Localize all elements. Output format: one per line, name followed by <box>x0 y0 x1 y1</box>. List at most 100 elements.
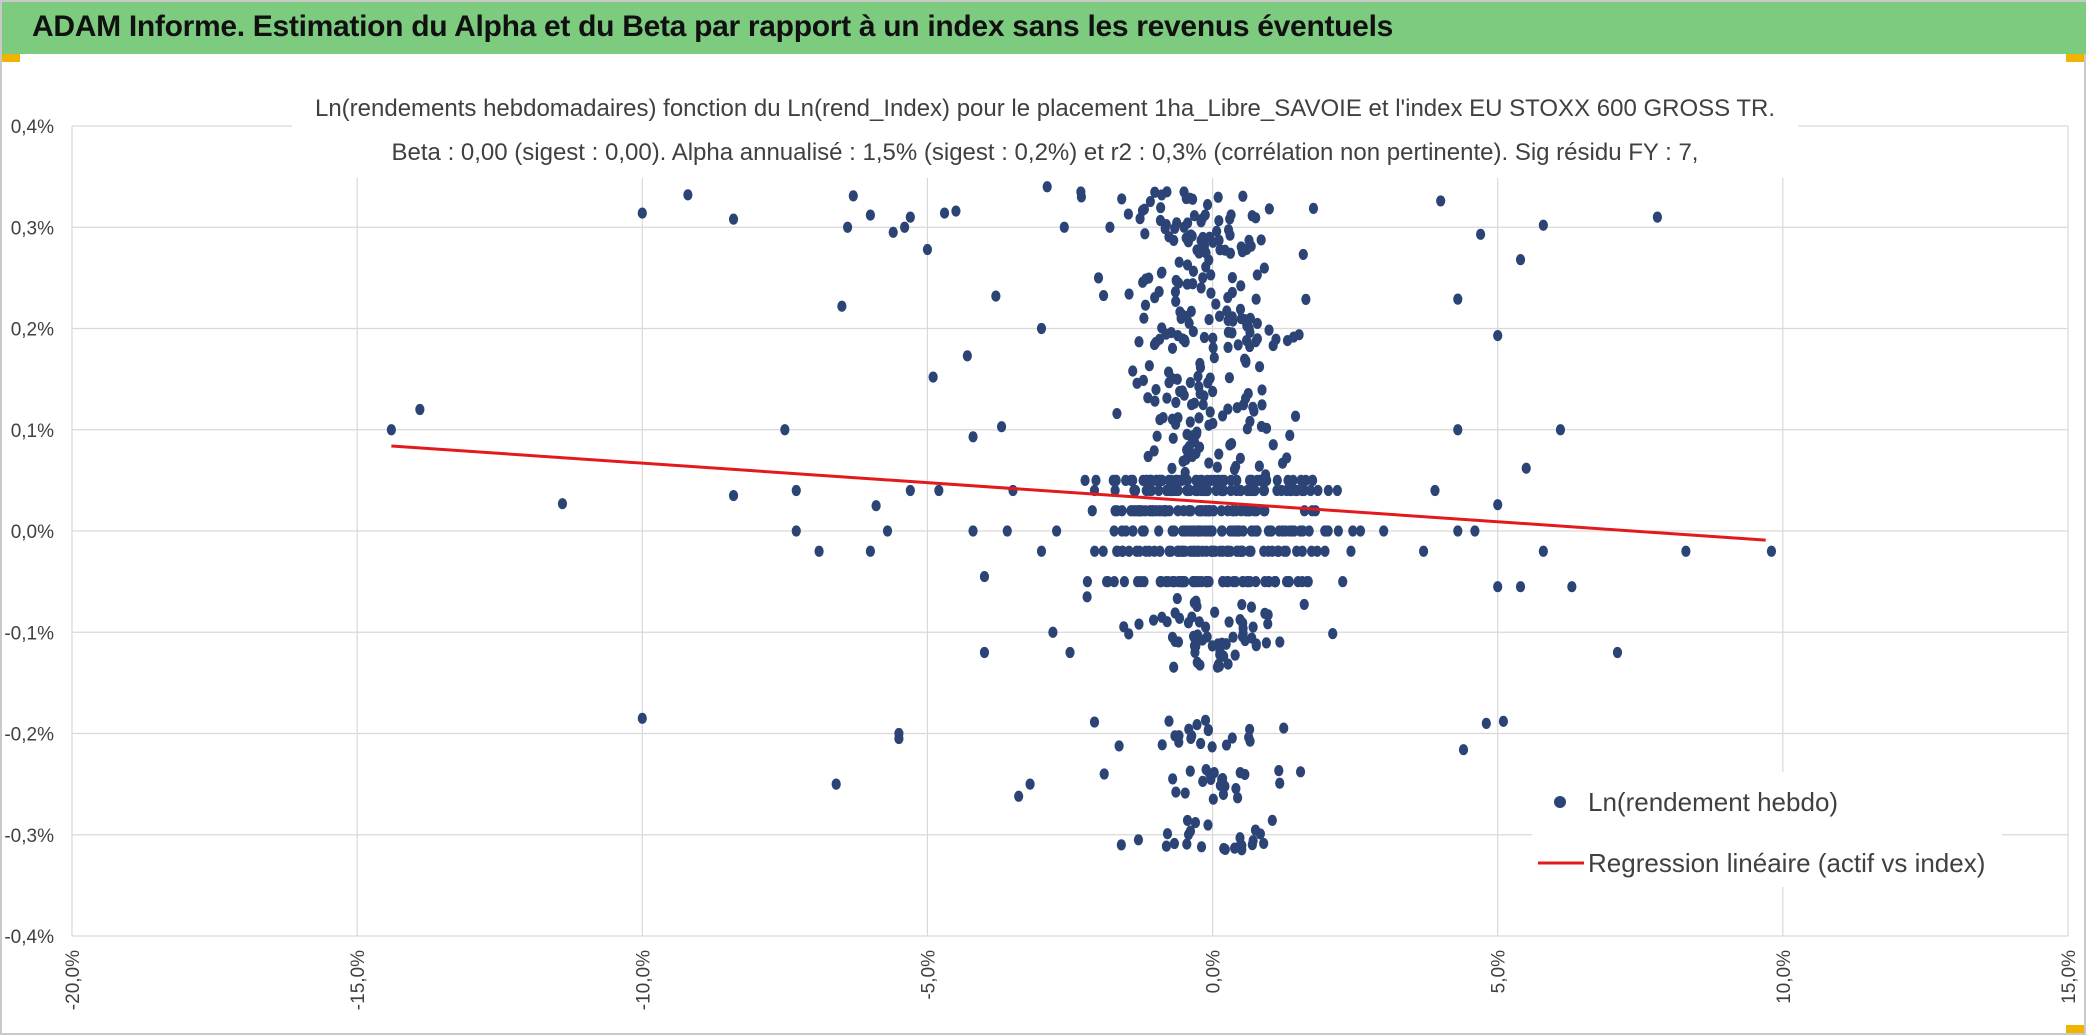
data-point <box>1184 317 1194 329</box>
data-point <box>1187 230 1197 242</box>
data-point <box>1148 505 1158 517</box>
data-point <box>1227 732 1237 744</box>
data-point <box>1191 595 1201 607</box>
data-point <box>1681 545 1691 557</box>
data-point <box>979 646 990 659</box>
data-point <box>1194 381 1204 393</box>
data-point <box>1205 505 1215 517</box>
data-point <box>1090 545 1100 557</box>
data-point <box>1124 288 1134 300</box>
data-point <box>1275 636 1285 648</box>
data-point <box>1238 617 1248 629</box>
data-point <box>1132 377 1142 389</box>
data-point <box>1196 484 1206 497</box>
data-point <box>1138 474 1148 486</box>
data-point <box>1169 661 1179 673</box>
data-point <box>1093 272 1104 284</box>
data-point <box>1119 621 1129 633</box>
data-point <box>1157 739 1167 751</box>
data-point <box>1213 191 1223 203</box>
data-point <box>1210 606 1220 618</box>
data-point <box>1237 839 1247 852</box>
data-point <box>968 431 978 443</box>
data-point <box>814 545 824 557</box>
data-point <box>1140 299 1151 311</box>
data-point <box>848 190 858 202</box>
data-point <box>1166 326 1176 339</box>
data-point <box>962 350 972 362</box>
data-point <box>1567 581 1577 593</box>
data-point <box>1133 576 1143 588</box>
data-point <box>1178 545 1188 557</box>
data-point <box>1538 219 1548 231</box>
data-point <box>1230 649 1240 661</box>
data-point <box>1098 545 1108 557</box>
data-point <box>1223 658 1233 670</box>
data-point <box>1328 628 1338 640</box>
data-point <box>1295 525 1305 537</box>
data-point <box>1470 525 1480 537</box>
data-point <box>1117 505 1127 517</box>
data-point <box>1144 360 1154 372</box>
data-point <box>1196 216 1206 228</box>
data-point <box>1481 717 1491 729</box>
data-point <box>1002 525 1012 537</box>
regression-line <box>391 444 1766 542</box>
y-tick-label: -0,3% <box>4 826 54 847</box>
chart-title: Ln(rendements hebdomadaires) fonction du… <box>315 95 1775 122</box>
data-point <box>1272 484 1282 497</box>
data-point <box>1267 545 1277 557</box>
data-point <box>1082 576 1093 588</box>
data-point <box>1025 778 1035 790</box>
data-point <box>780 424 790 436</box>
data-point <box>968 525 978 537</box>
data-point <box>1143 450 1153 463</box>
data-point <box>1204 457 1214 469</box>
data-point <box>1123 208 1133 220</box>
data-point <box>1213 658 1224 671</box>
data-point <box>1259 545 1269 557</box>
data-point <box>1251 336 1261 348</box>
data-point <box>1190 817 1201 829</box>
x-tick-label: -15,0% <box>348 950 369 1010</box>
header-bar: ADAM Informe. Estimation du Alpha et du … <box>2 2 2086 54</box>
data-point <box>1216 505 1226 517</box>
data-point <box>894 727 904 740</box>
data-point <box>1128 365 1138 377</box>
data-point <box>1236 313 1246 325</box>
data-point <box>1277 457 1288 469</box>
data-point <box>1244 234 1254 246</box>
data-point <box>1130 484 1141 497</box>
data-point <box>1212 461 1222 473</box>
data-point <box>1207 741 1217 753</box>
data-point <box>1233 339 1243 351</box>
data-point <box>1222 545 1232 557</box>
data-point <box>1109 576 1119 588</box>
data-point <box>1143 392 1153 404</box>
data-point <box>1261 469 1271 481</box>
data-point <box>1166 474 1177 486</box>
data-point <box>1189 397 1200 409</box>
data-point <box>1261 637 1271 649</box>
data-point <box>1194 412 1204 424</box>
data-point <box>1198 775 1208 787</box>
data-point <box>1264 324 1274 336</box>
data-point <box>1199 240 1210 252</box>
legend-scatter-marker <box>1554 796 1566 808</box>
data-point <box>1275 777 1285 789</box>
data-point <box>1223 224 1234 236</box>
data-point <box>1167 576 1178 588</box>
data-point <box>1231 474 1241 486</box>
data-point <box>1183 525 1194 537</box>
data-point <box>1281 545 1291 557</box>
data-point <box>1082 591 1092 603</box>
data-point <box>1196 737 1206 750</box>
data-point <box>1154 474 1165 486</box>
y-tick-label: -0,1% <box>4 623 54 644</box>
data-point <box>1166 484 1176 497</box>
data-point <box>1109 525 1119 537</box>
data-point <box>1285 429 1295 441</box>
x-tick-label: 0,0% <box>1204 950 1225 993</box>
data-point <box>1191 447 1201 460</box>
data-point <box>1173 277 1184 289</box>
